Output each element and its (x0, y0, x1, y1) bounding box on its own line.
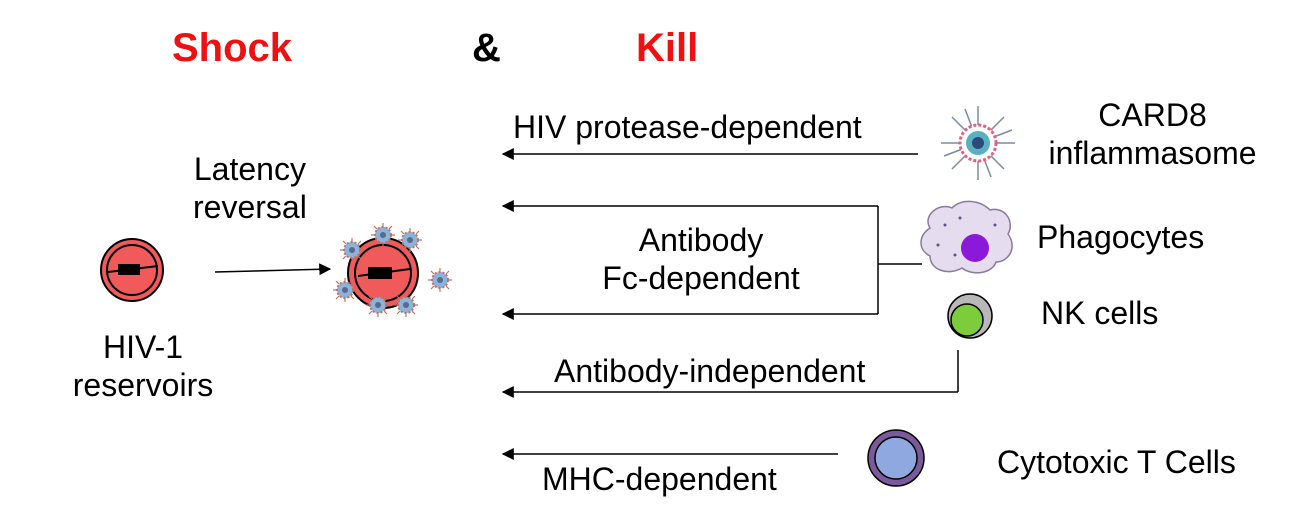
card8-label: CARD8 inflammasome (1030, 96, 1275, 173)
card8-line2: inflammasome (1048, 135, 1257, 172)
protease-dependent-label: HIV protease-dependent (513, 109, 862, 145)
antibody-independent-label: Antibody-independent (554, 353, 866, 389)
activated-infected-cell (332, 222, 453, 318)
latency-reversal-line1: Latency (193, 151, 306, 187)
fc-dependent-bracket (501, 200, 922, 320)
reservoir-line2: reservoirs (72, 367, 214, 404)
nk-cells-label: NK cells (1041, 295, 1159, 331)
card8-inflammasome-icon (941, 106, 1015, 180)
reservoir-label: HIV-1 reservoirs (60, 328, 226, 405)
phagocytes-label: Phagocytes (1037, 219, 1205, 255)
title-shock: Shock (172, 26, 293, 70)
latent-infected-cell (100, 238, 164, 302)
nk-cell-icon (947, 293, 993, 339)
fc-dependent-label: Antibody Fc-dependent (584, 221, 818, 298)
latency-reversal-line2: reversal (193, 189, 307, 226)
phagocyte-icon (920, 200, 1013, 274)
reservoir-line1: HIV-1 (102, 329, 184, 365)
latency-reversal-arrow (214, 263, 332, 276)
cytotoxic-t-cell-icon (867, 429, 925, 487)
cytotoxic-t-cells-label: Cytotoxic T Cells (997, 444, 1236, 480)
card8-line1: CARD8 (1098, 97, 1207, 133)
mhc-dependent-label: MHC-dependent (542, 461, 777, 497)
title-ampersand: & (472, 26, 501, 70)
antibody-line1: Antibody (638, 222, 764, 258)
title-kill: Kill (636, 26, 699, 70)
latency-reversal-label: Latency reversal (193, 150, 307, 227)
antibody-independent-arrow (501, 350, 959, 398)
fc-dependent-line2: Fc-dependent (602, 260, 800, 297)
